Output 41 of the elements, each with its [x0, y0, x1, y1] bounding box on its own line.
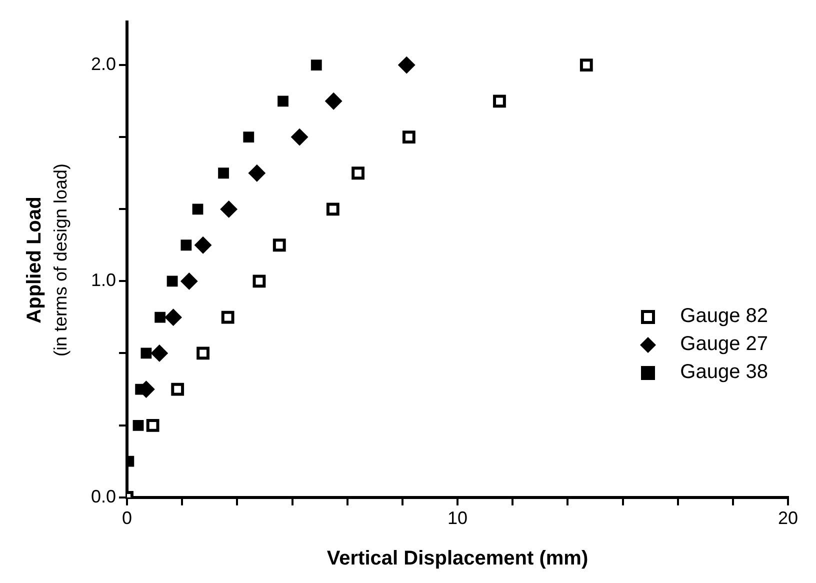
y-tick-label: 1.0 [90, 270, 116, 290]
y-axis-title: Applied Load (in terms of design load) [23, 163, 72, 356]
point [220, 200, 238, 218]
point [243, 132, 254, 142]
point [291, 128, 308, 146]
point [154, 312, 166, 323]
point [132, 420, 144, 431]
point [272, 238, 286, 252]
point [310, 60, 322, 70]
point [221, 310, 234, 324]
point [192, 204, 204, 215]
point [326, 202, 340, 216]
point [146, 418, 160, 432]
x-tick-label: 10 [447, 508, 468, 528]
point [166, 276, 178, 287]
point [194, 236, 212, 254]
point [196, 346, 210, 360]
legend-label: Gauge 38 [680, 361, 768, 384]
point [398, 56, 416, 74]
point [278, 96, 288, 107]
point [180, 272, 198, 290]
x-tick-label: 0 [122, 508, 132, 528]
point [218, 168, 229, 179]
point [180, 240, 192, 251]
point [352, 166, 364, 180]
point [252, 274, 266, 288]
point [150, 344, 168, 362]
point [140, 348, 152, 359]
y-tick-label: 2.0 [90, 54, 116, 74]
legend-label: Gauge 27 [680, 333, 768, 356]
point [164, 308, 182, 326]
point [580, 58, 593, 72]
point [493, 94, 506, 108]
point [402, 130, 416, 144]
point [171, 382, 184, 396]
point [248, 164, 266, 182]
x-axis-title: Vertical Displacement (mm) [326, 548, 588, 570]
y-tick-label: 0.0 [90, 486, 116, 506]
point [325, 92, 342, 110]
x-tick-label: 20 [778, 508, 798, 528]
legend-label: Gauge 82 [680, 305, 768, 328]
